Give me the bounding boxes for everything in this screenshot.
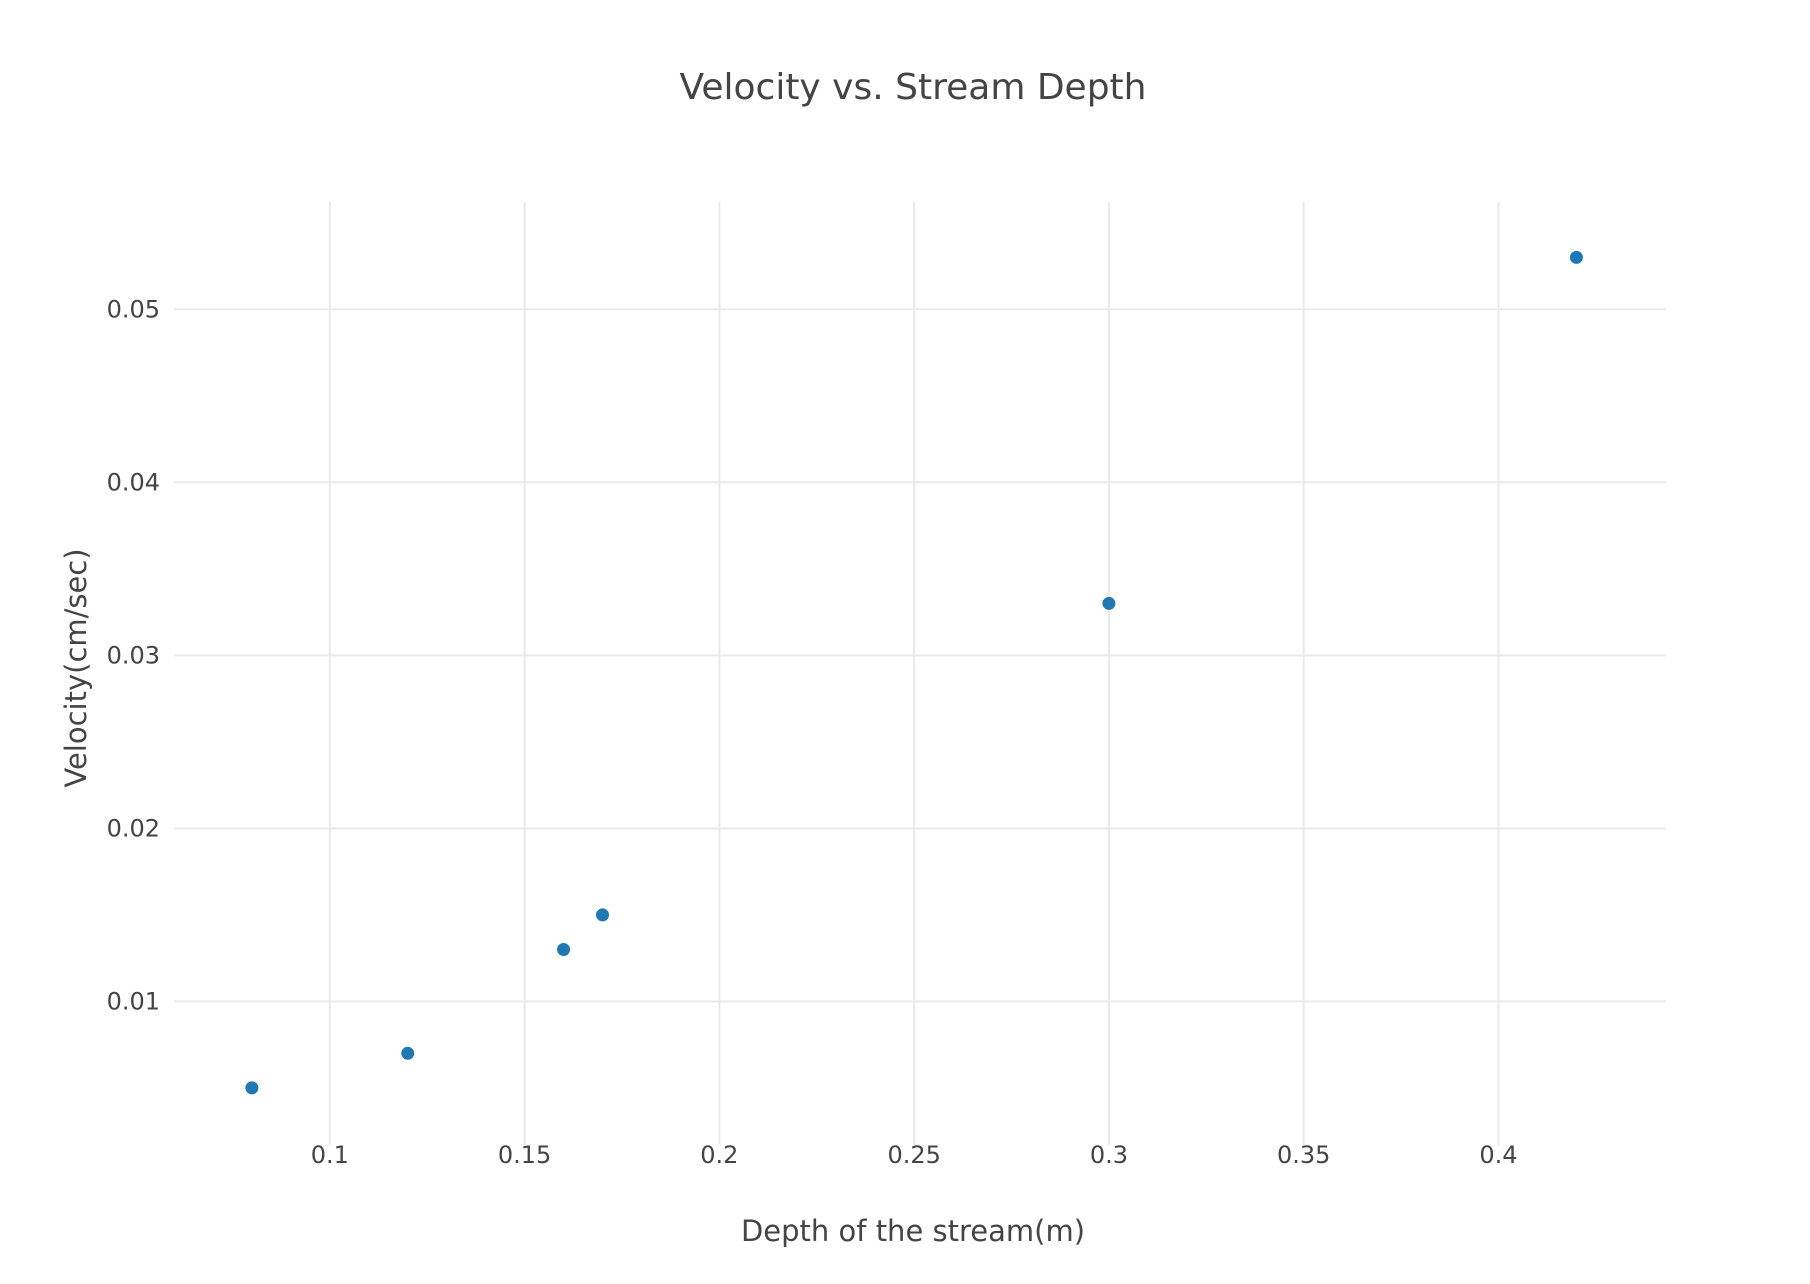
grid [174,202,1666,1145]
y-tick-label: 0.03 [107,641,160,669]
x-tick-label: 0.35 [1277,1141,1330,1169]
x-tick-label: 0.4 [1479,1141,1517,1169]
y-tick-label: 0.05 [107,295,160,323]
y-tick-label: 0.04 [107,468,160,496]
x-axis-title: Depth of the stream(m) [741,1214,1085,1248]
data-point[interactable] [245,1081,259,1095]
x-tick-label: 0.25 [887,1141,940,1169]
y-axis-title: Velocity(cm/sec) [59,548,93,787]
y-tick-label: 0.02 [107,814,160,842]
data-point[interactable] [596,908,610,922]
x-tick-label: 0.2 [700,1141,738,1169]
data-points [245,250,1583,1095]
x-tick-label: 0.1 [311,1141,349,1169]
chart-title: Velocity vs. Stream Depth [680,67,1147,108]
x-tick-label: 0.3 [1090,1141,1128,1169]
y-tick-label: 0.01 [107,987,160,1015]
data-point[interactable] [557,942,571,956]
tick-labels: 0.1 0.15 0.2 0.25 0.3 0.35 0.4 0.01 0.02 0.03 0.04… [107,295,1518,1169]
data-point[interactable] [1102,596,1116,610]
data-point[interactable] [401,1046,415,1060]
data-point[interactable] [1569,250,1583,264]
x-tick-label: 0.15 [498,1141,551,1169]
